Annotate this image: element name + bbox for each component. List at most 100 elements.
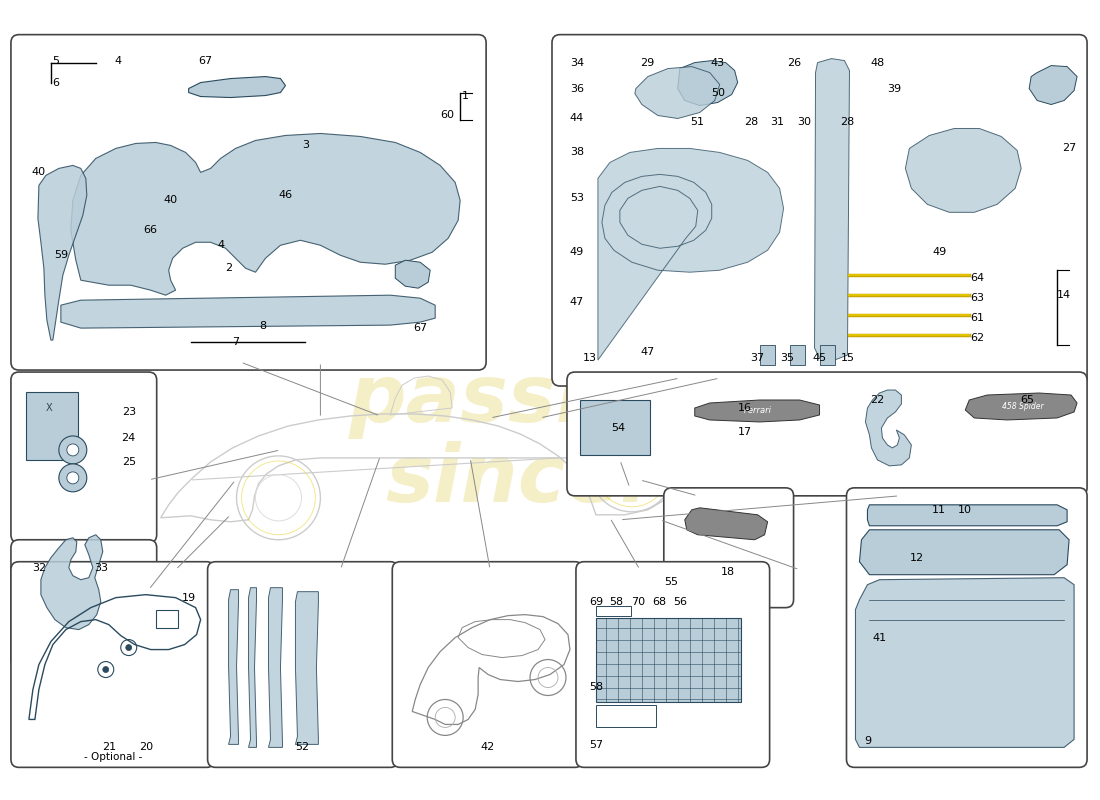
Text: 24: 24	[122, 433, 136, 443]
Polygon shape	[60, 295, 436, 328]
Text: 50: 50	[711, 87, 725, 98]
Bar	[156, 610, 177, 628]
Text: 28: 28	[840, 118, 855, 127]
Text: 30: 30	[798, 118, 812, 127]
Text: 12: 12	[911, 553, 924, 562]
Text: 29: 29	[640, 58, 654, 67]
Text: 70: 70	[630, 597, 645, 606]
Text: 58: 58	[608, 597, 623, 606]
FancyBboxPatch shape	[208, 562, 398, 767]
Polygon shape	[856, 578, 1074, 747]
Text: 6: 6	[53, 78, 59, 87]
Polygon shape	[188, 77, 286, 98]
Text: 69: 69	[588, 597, 603, 606]
Text: 18: 18	[720, 566, 735, 577]
Polygon shape	[695, 400, 820, 422]
Polygon shape	[296, 592, 318, 745]
Text: 67: 67	[414, 323, 427, 333]
Polygon shape	[37, 166, 87, 340]
Circle shape	[59, 436, 87, 464]
Text: 60: 60	[440, 110, 454, 121]
Text: 55: 55	[663, 577, 678, 586]
FancyBboxPatch shape	[576, 562, 770, 767]
Polygon shape	[678, 61, 738, 106]
Text: 38: 38	[570, 147, 584, 158]
Polygon shape	[635, 66, 719, 118]
Text: 26: 26	[788, 58, 802, 67]
Bar	[596, 606, 631, 616]
Text: 28: 28	[745, 118, 759, 127]
Text: 58: 58	[588, 682, 603, 693]
Polygon shape	[70, 134, 460, 295]
Text: 5: 5	[53, 55, 59, 66]
Text: 2: 2	[226, 263, 232, 274]
Text: 39: 39	[888, 83, 902, 94]
FancyBboxPatch shape	[566, 372, 1087, 496]
Text: 61: 61	[970, 313, 985, 323]
Polygon shape	[814, 58, 849, 360]
Text: 3: 3	[301, 141, 309, 150]
Text: 68: 68	[652, 597, 667, 606]
Text: 49: 49	[932, 247, 946, 258]
Text: 47: 47	[570, 297, 584, 307]
Polygon shape	[905, 129, 1021, 212]
Polygon shape	[866, 390, 912, 466]
Text: 33: 33	[94, 562, 108, 573]
Text: 40: 40	[164, 195, 178, 206]
Text: 40: 40	[32, 167, 46, 178]
Circle shape	[67, 472, 79, 484]
Circle shape	[125, 645, 132, 650]
Text: 37: 37	[750, 353, 764, 363]
Text: 42: 42	[480, 742, 494, 752]
Text: 46: 46	[278, 190, 293, 200]
FancyBboxPatch shape	[11, 562, 214, 767]
Text: 15: 15	[840, 353, 855, 363]
Text: 23: 23	[122, 407, 135, 417]
Text: 4: 4	[217, 240, 224, 250]
Circle shape	[59, 464, 87, 492]
Text: passione: passione	[349, 361, 751, 439]
Bar	[760, 345, 774, 365]
Text: 49: 49	[570, 247, 584, 258]
FancyBboxPatch shape	[663, 488, 793, 608]
Text: 65: 65	[1020, 395, 1034, 405]
Text: 27: 27	[1062, 143, 1076, 154]
Polygon shape	[966, 393, 1077, 420]
Text: Ferrari: Ferrari	[744, 406, 771, 415]
Text: 35: 35	[781, 353, 794, 363]
Polygon shape	[598, 149, 783, 360]
Text: 19: 19	[182, 593, 196, 602]
FancyBboxPatch shape	[393, 562, 583, 767]
Circle shape	[102, 666, 109, 673]
Bar	[790, 345, 804, 365]
Text: sincera: sincera	[385, 441, 715, 519]
Text: 8: 8	[258, 321, 266, 331]
Text: 64: 64	[970, 274, 985, 283]
Text: 25: 25	[122, 457, 135, 467]
Polygon shape	[859, 530, 1069, 574]
Text: 31: 31	[771, 118, 784, 127]
Text: 16: 16	[738, 403, 751, 413]
Bar	[580, 400, 650, 455]
Polygon shape	[41, 534, 102, 630]
Text: 17: 17	[738, 427, 751, 437]
Text: 51: 51	[690, 118, 704, 127]
Text: 1: 1	[462, 90, 469, 101]
Polygon shape	[268, 588, 283, 747]
Text: 52: 52	[296, 742, 309, 752]
FancyBboxPatch shape	[11, 540, 156, 667]
Polygon shape	[1030, 66, 1077, 105]
Text: 47: 47	[640, 347, 654, 357]
Text: 9: 9	[864, 737, 871, 746]
Text: 458 Spider: 458 Spider	[1002, 402, 1044, 411]
Text: 7: 7	[232, 337, 239, 347]
Bar	[26, 392, 78, 460]
Text: 44: 44	[570, 114, 584, 123]
Text: 59: 59	[54, 250, 68, 260]
Text: 57: 57	[588, 740, 603, 750]
Text: 62: 62	[970, 333, 985, 343]
Circle shape	[67, 444, 79, 456]
Polygon shape	[249, 588, 256, 747]
Polygon shape	[868, 505, 1067, 526]
Text: 32: 32	[32, 562, 46, 573]
